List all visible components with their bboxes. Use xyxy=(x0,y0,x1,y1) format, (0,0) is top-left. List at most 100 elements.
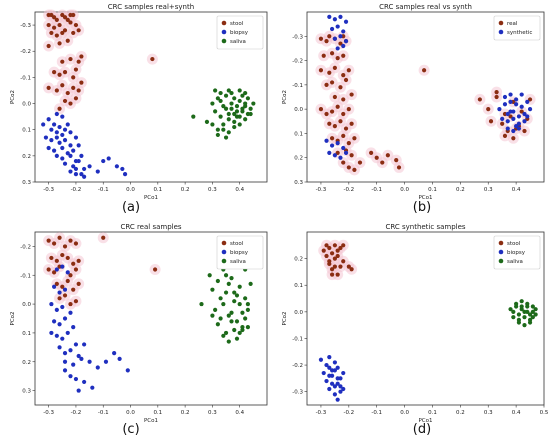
real-point xyxy=(500,121,505,126)
y-axis-label: PCo2 xyxy=(282,90,288,104)
saliva-point xyxy=(530,309,535,314)
x-axis-label: PCo1 xyxy=(418,195,432,201)
synthetic-point xyxy=(519,104,524,109)
saliva-point xyxy=(245,325,250,330)
stool-point xyxy=(62,28,68,33)
stool-point xyxy=(341,259,346,264)
saliva-point xyxy=(223,290,229,295)
synthetic-point xyxy=(324,138,329,143)
real-point xyxy=(329,136,335,141)
synthetic-point xyxy=(519,92,524,97)
saliva-point xyxy=(210,122,215,127)
saliva-point xyxy=(519,304,524,309)
x-tick-label: -0.3 xyxy=(316,187,327,193)
real-point xyxy=(341,111,346,117)
saliva-point xyxy=(210,313,215,318)
biopsy-point xyxy=(49,127,54,132)
biopsy-point xyxy=(68,143,73,148)
x-tick-label: 0.2 xyxy=(181,187,190,193)
x-tick-label: 0.3 xyxy=(484,410,493,416)
x-tick-label: -0.2 xyxy=(343,187,354,193)
biopsy-point xyxy=(82,166,87,172)
y-tick-label: 0.1 xyxy=(294,131,303,137)
saliva-point xyxy=(226,339,231,344)
saliva-point xyxy=(243,104,248,109)
biopsy-point xyxy=(71,325,76,330)
stool-point xyxy=(57,41,62,46)
saliva-point xyxy=(218,296,223,301)
saliva-point xyxy=(530,304,535,309)
x-axis-label: PCo1 xyxy=(144,195,158,201)
saliva-point xyxy=(240,325,245,330)
biopsy-point xyxy=(52,122,57,127)
biopsy-point xyxy=(65,151,70,156)
legend-box xyxy=(216,15,264,50)
real-point xyxy=(369,150,374,155)
real-point xyxy=(349,153,354,158)
biopsy-point xyxy=(68,169,73,174)
saliva-point xyxy=(232,96,237,101)
biopsy-point xyxy=(332,368,337,373)
stool-point xyxy=(332,264,337,269)
legend-marker xyxy=(221,20,227,26)
saliva-point xyxy=(223,135,229,140)
saliva-point xyxy=(229,319,234,324)
synthetic-point xyxy=(332,36,337,41)
stool-point xyxy=(57,22,62,28)
real-point xyxy=(341,73,346,78)
biopsy-point xyxy=(54,135,59,140)
y-tick-label: -0.1 xyxy=(20,273,31,279)
real-point xyxy=(494,90,499,95)
saliva-point xyxy=(226,111,231,117)
stool-point xyxy=(71,261,76,266)
stool-point xyxy=(65,278,70,284)
stool-point xyxy=(60,30,65,36)
stool-point xyxy=(62,70,68,75)
biopsy-point xyxy=(65,330,70,336)
real-point xyxy=(327,121,332,126)
biopsy-point xyxy=(114,164,119,169)
real-point xyxy=(352,136,357,141)
biopsy-point xyxy=(52,148,57,153)
saliva-point xyxy=(234,336,240,341)
synthetic-point xyxy=(522,111,527,117)
synthetic-point xyxy=(338,14,343,19)
synthetic-point xyxy=(343,19,349,24)
biopsy-point xyxy=(73,172,79,177)
legend-label: synthetic xyxy=(507,30,532,36)
saliva-point xyxy=(245,96,250,101)
biopsy-point xyxy=(54,130,59,135)
saliva-point xyxy=(210,101,215,106)
saliva-point xyxy=(191,114,196,119)
saliva-point xyxy=(527,320,533,325)
legend-marker xyxy=(498,240,504,246)
biopsy-point xyxy=(76,388,81,393)
stool-point xyxy=(54,33,59,38)
y-tick-label: -0.2 xyxy=(20,49,31,55)
synthetic-point xyxy=(338,155,343,160)
biopsy-point xyxy=(103,359,109,364)
chart-panel-3: CRC synthetic samples -0.3 -0.2 -0.1 0.0 0.1 0… xyxy=(282,223,549,424)
biopsy-point xyxy=(62,161,68,166)
biopsy-point xyxy=(65,122,70,127)
y-tick-label: 0.3 xyxy=(294,180,303,186)
saliva-point xyxy=(232,111,237,117)
saliva-point xyxy=(519,299,524,304)
real-point xyxy=(338,41,343,46)
x-tick-label: 0.0 xyxy=(400,410,409,416)
real-point xyxy=(324,39,329,44)
biopsy-point xyxy=(87,359,92,364)
saliva-point xyxy=(237,284,242,289)
stool-point xyxy=(52,15,57,20)
stool-point xyxy=(338,245,343,251)
stool-point xyxy=(60,252,65,258)
saliva-point xyxy=(511,315,516,320)
x-tick-label: -0.1 xyxy=(371,187,382,193)
stool-point xyxy=(76,258,81,263)
real-point xyxy=(332,94,337,100)
saliva-point xyxy=(215,96,220,101)
stool-point xyxy=(52,70,57,75)
stool-point xyxy=(335,272,340,277)
saliva-point xyxy=(243,90,248,96)
